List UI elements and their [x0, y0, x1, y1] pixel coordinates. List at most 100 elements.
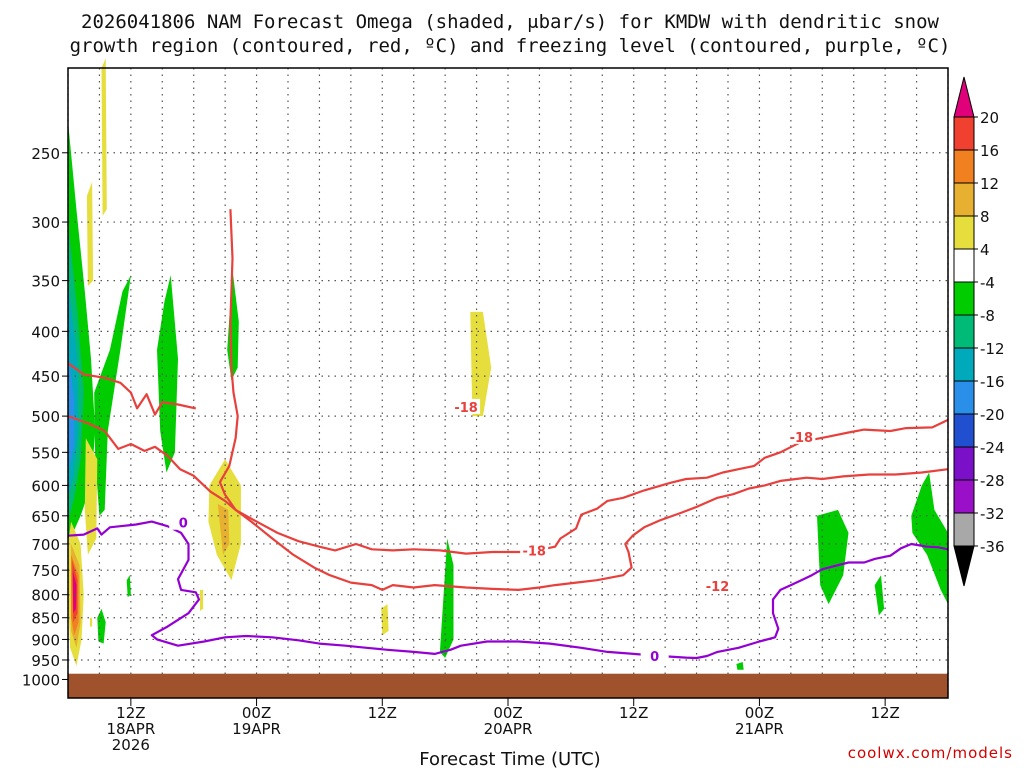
x-tick-label-5-0: 00Z: [745, 704, 774, 722]
y-tick-label-500: 500: [31, 408, 60, 426]
colorbar-label-2: 12: [980, 175, 999, 193]
freezing-label-0: 0: [179, 517, 188, 532]
colorbar-bin-14: [953, 545, 975, 587]
dgz-label-3: -18: [790, 431, 814, 446]
omega-region-pos4-b: [86, 182, 94, 286]
omega-region-neg4-j: [911, 472, 948, 605]
y-tick-label-250: 250: [31, 145, 60, 163]
colorbar-bin-4: [953, 215, 975, 250]
x-axis-label: Forecast Time (UTC): [419, 749, 600, 768]
chart-title-line-2: growth region (contoured, red, ºC) and f…: [70, 35, 951, 57]
contour-minus12: [218, 209, 949, 591]
colorbar-label-12: -32: [980, 505, 1005, 523]
colorbar-label-7: -12: [980, 340, 1005, 358]
colorbar-label-1: 16: [980, 142, 999, 160]
y-tick-label-350: 350: [31, 273, 60, 291]
y-tick-label-550: 550: [31, 444, 60, 462]
x-tick-label-5-1: 21APR: [735, 720, 784, 738]
dgz-label-1: -18: [522, 544, 546, 559]
contour-labels: -18-18-12-18000: [169, 398, 816, 665]
y-tick-label-1000: 1000: [22, 671, 60, 689]
x-tick-label-4-0: 12Z: [619, 704, 648, 722]
y-tick-label-650: 650: [31, 508, 60, 526]
chart-title-line-1: 2026041806 NAM Forecast Omega (shaded, μ…: [81, 11, 939, 33]
omega-region-neg4-h: [817, 509, 849, 605]
y-tick-label-800: 800: [31, 587, 60, 605]
freezing-label-bg-0: [169, 514, 198, 530]
dgz-label-bg-2: [703, 578, 732, 594]
freezing-label-bg-1: [640, 647, 669, 663]
contour-minus18-b: [67, 415, 949, 555]
x-tick-label-3-1: 20APR: [484, 720, 533, 738]
dendritic-growth-contours: [67, 209, 949, 591]
omega-region-neg4-c: [157, 275, 178, 473]
colorbar-label-13: -36: [980, 538, 1005, 556]
omega-region-pos4-g: [470, 311, 492, 417]
x-tick-label-1-1: 19APR: [232, 720, 281, 738]
x-tick-label-3-0: 00Z: [493, 704, 522, 722]
colorbar-label-10: -24: [980, 439, 1005, 457]
contour-minus18-a: [67, 362, 197, 416]
y-tick-label-700: 700: [31, 536, 60, 554]
colorbar-label-5: -4: [980, 274, 995, 292]
y-tick-label-450: 450: [31, 368, 60, 386]
contour-freezing-level: [67, 520, 949, 660]
credit-text: coolwx.com/models: [848, 744, 1013, 762]
omega-region-neg16-a: [68, 349, 75, 473]
colorbar-bin-6: [953, 281, 975, 316]
y-tick-label-300: 300: [31, 214, 60, 232]
x-tick-label-1-0: 00Z: [242, 704, 271, 722]
x-tick-label-0-0: 12Z: [116, 704, 145, 722]
omega-region-neg4-g: [439, 538, 454, 658]
x-tick-label-0-2: 2026: [112, 736, 150, 754]
omega-region-pos8-c: [217, 503, 230, 555]
colorbar-label-6: -8: [980, 307, 995, 325]
y-tick-label-600: 600: [31, 477, 60, 495]
colorbar-bin-5: [953, 248, 975, 283]
x-tick-label-0-1: 18APR: [106, 720, 155, 738]
colorbar-label-0: 20: [980, 109, 999, 127]
omega-region-neg4-k: [736, 662, 744, 670]
colorbar-bin-9: [953, 380, 975, 415]
omega-region-neg4-i: [874, 575, 885, 616]
colorbar-bin-7: [953, 314, 975, 349]
colorbar-bin-10: [953, 413, 975, 448]
colorbar-bin-12: [953, 479, 975, 514]
x-tick-label-2-0: 12Z: [368, 704, 397, 722]
omega-shading: [68, 58, 948, 670]
freezing-level-contour: [67, 520, 949, 660]
colorbar-bin-11: [953, 446, 975, 481]
ground-surface: [68, 673, 948, 698]
omega-region-pos20: [72, 570, 77, 614]
colorbar-label-11: -28: [980, 472, 1005, 490]
omega-region-neg4-b: [94, 275, 131, 516]
omega-region-pos4-h: [381, 604, 389, 636]
colorbar-bin-13: [953, 512, 975, 547]
plot-area: -18-18-12-18000: [67, 58, 949, 699]
dgz-label-bg-1: [520, 542, 549, 558]
dgz-label-0: -18: [454, 401, 478, 416]
dgz-label-2: -12: [706, 580, 730, 595]
y-tick-label-850: 850: [31, 610, 60, 628]
freezing-label-1: 0: [650, 650, 659, 665]
colorbar-bin-3: [953, 182, 975, 217]
colorbar-bin-0: [953, 76, 975, 118]
omega-region-neg4-f: [126, 575, 131, 598]
dgz-label-bg-0: [452, 398, 481, 414]
x-tick-label-6-0: 12Z: [870, 704, 899, 722]
omega-region-pos4-d: [84, 438, 98, 555]
colorbar-label-4: 4: [980, 241, 990, 259]
y-tick-label-750: 750: [31, 562, 60, 580]
colorbar: 20 16 12 8 4 -4 -8 -12 -16 -20 -24 -28 -32 -36: [953, 76, 1005, 587]
y-tick-label-900: 900: [31, 631, 60, 649]
colorbar-bin-8: [953, 347, 975, 382]
dgz-label-bg-3: [787, 428, 816, 444]
omega-region-pos4-f: [200, 589, 204, 611]
colorbar-label-3: 8: [980, 208, 990, 226]
y-tick-label-950: 950: [31, 652, 60, 670]
omega-region-pos4-a: [101, 58, 107, 216]
omega-region-pos4-i: [90, 617, 93, 627]
y-axis-ticks: 250 300 350 400 450 500 550 600 650 700 750 800 850 9…: [22, 145, 68, 689]
